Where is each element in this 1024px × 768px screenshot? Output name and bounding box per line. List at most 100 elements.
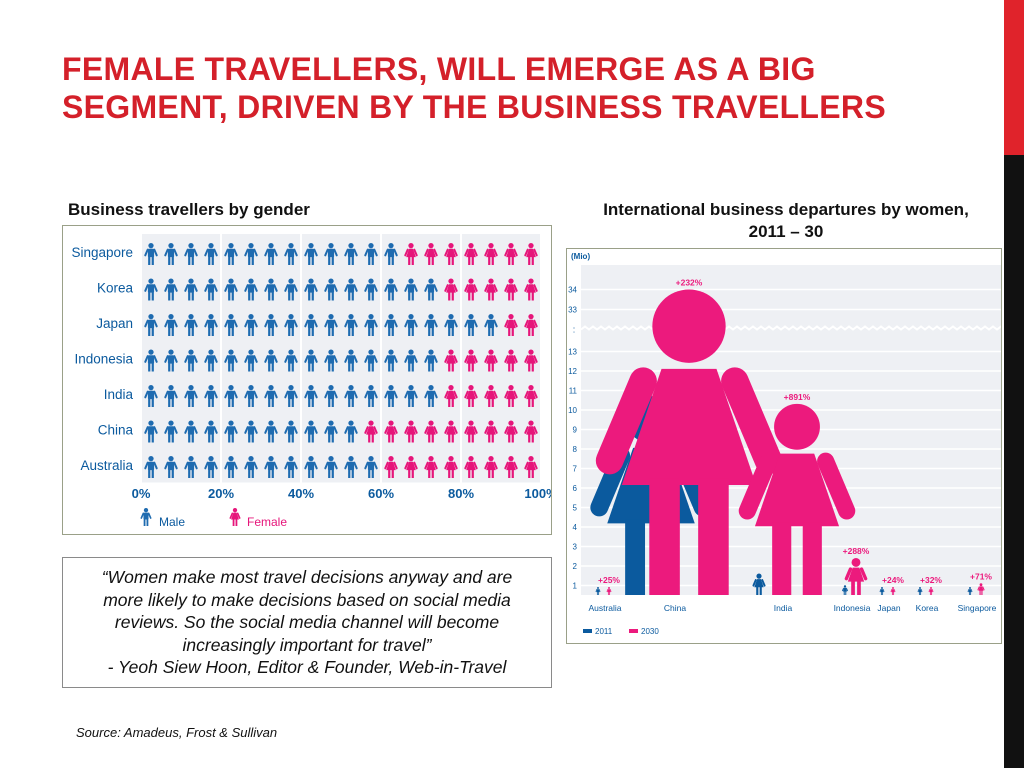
person-leg	[271, 363, 274, 372]
person-leg	[491, 363, 494, 372]
person-head	[188, 420, 194, 426]
person-arm	[533, 355, 538, 363]
person-torso	[367, 355, 375, 364]
person-leg	[143, 519, 146, 526]
male-icon	[324, 420, 338, 443]
person-arm	[233, 319, 238, 328]
female-icon	[464, 349, 478, 372]
person-dress	[386, 426, 396, 435]
person-head	[268, 349, 274, 355]
person-leg	[251, 469, 254, 478]
person-leg	[231, 256, 234, 265]
person-arm	[244, 248, 249, 257]
y-tick-label: 33	[568, 306, 577, 315]
person-head	[892, 587, 894, 589]
male-icon	[204, 314, 218, 336]
person-arm	[364, 426, 369, 434]
person-head	[979, 583, 983, 587]
male-icon	[444, 314, 458, 336]
person-dress	[607, 589, 611, 593]
x-tick-label: 100%	[524, 486, 551, 501]
person-head	[288, 349, 294, 355]
person-leg	[311, 292, 314, 301]
person-torso	[347, 248, 355, 258]
person-leg	[531, 363, 534, 372]
person-head	[248, 278, 254, 284]
person-head	[208, 456, 214, 462]
male-icon	[164, 420, 178, 443]
person-torso	[447, 319, 455, 329]
y-tick-label: 10	[568, 406, 577, 415]
person-arm	[304, 284, 309, 292]
person-arm	[204, 319, 209, 328]
male-icon	[324, 278, 338, 301]
x-category-label: China	[664, 603, 686, 613]
person-leg	[191, 434, 194, 443]
person-arm	[353, 284, 358, 292]
quote-line: reviews. So the social media channel wil…	[114, 612, 500, 632]
x-category-label: Korea	[916, 603, 939, 613]
person-head	[608, 587, 610, 589]
y-tick-label: 4	[573, 523, 578, 532]
person-arm	[353, 355, 358, 363]
person-head	[148, 243, 154, 249]
person-leg	[511, 469, 514, 478]
person-torso	[187, 248, 195, 258]
person-leg	[488, 469, 491, 478]
person-head	[774, 403, 820, 450]
person-arm	[493, 461, 498, 470]
person-head	[143, 508, 149, 513]
person-leg	[448, 327, 451, 336]
person-head	[488, 243, 494, 249]
person-arm	[164, 390, 169, 399]
person-leg	[248, 434, 251, 443]
person-arm	[444, 284, 449, 292]
person-arm	[284, 319, 289, 328]
person-head	[288, 314, 294, 320]
person-leg	[391, 256, 394, 265]
person-leg	[232, 519, 235, 526]
person-head	[328, 314, 334, 320]
person-arm	[184, 355, 189, 363]
person-leg	[348, 363, 351, 372]
person-leg	[271, 469, 274, 478]
person-leg	[488, 256, 491, 265]
person-leg	[508, 327, 511, 336]
person-dress	[466, 426, 476, 435]
person-arm	[253, 319, 258, 328]
person-head	[288, 456, 294, 462]
person-dress	[446, 390, 456, 400]
person-leg	[311, 434, 314, 443]
person-arm	[524, 426, 529, 434]
person-arm	[333, 355, 338, 363]
person-leg	[371, 434, 374, 443]
person-torso	[347, 426, 355, 435]
male-icon	[344, 314, 358, 336]
male-icon	[204, 420, 218, 443]
person-torso	[467, 319, 475, 329]
person-leg	[271, 256, 274, 265]
male-icon	[284, 278, 298, 301]
person-arm	[293, 426, 298, 434]
person-leg	[528, 398, 531, 407]
person-arm	[444, 355, 449, 363]
person-head	[188, 278, 194, 284]
person-leg	[471, 398, 474, 407]
person-leg	[845, 591, 847, 595]
person-torso	[367, 284, 375, 293]
person-arm	[224, 319, 229, 328]
female-icon	[424, 456, 438, 478]
male-icon	[224, 420, 238, 443]
person-arm	[504, 461, 509, 470]
person-arm	[253, 461, 258, 470]
person-arm	[413, 390, 418, 399]
person-leg	[371, 327, 374, 336]
person-leg	[188, 256, 191, 265]
person-leg	[291, 363, 294, 372]
person-arm	[304, 355, 309, 363]
person-leg	[471, 363, 474, 372]
person-arm	[493, 355, 498, 363]
person-head	[468, 243, 474, 249]
male-icon	[344, 456, 358, 478]
person-head	[468, 349, 474, 355]
